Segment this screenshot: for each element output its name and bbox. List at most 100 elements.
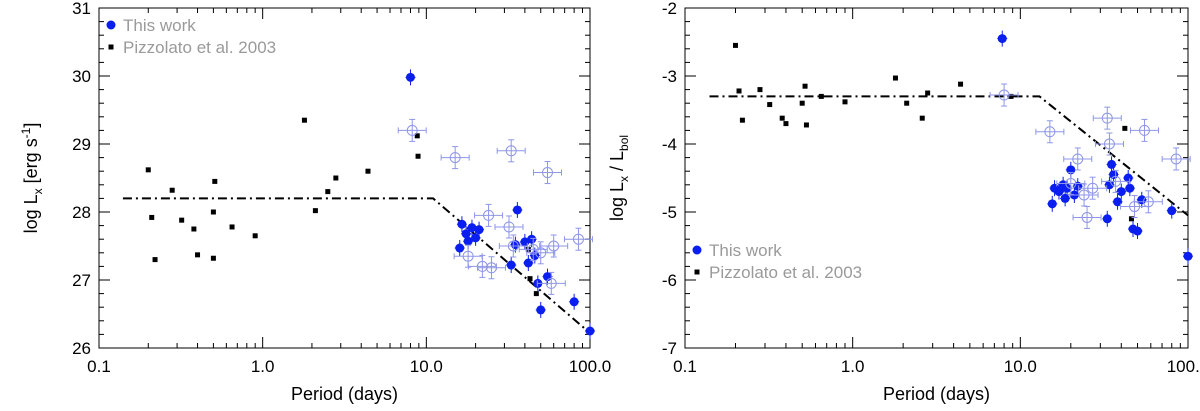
this-work-point bbox=[1054, 187, 1064, 197]
pizzolato-point bbox=[799, 100, 805, 106]
y-tick-label: -6 bbox=[662, 271, 677, 290]
y-tick-label: 27 bbox=[72, 271, 91, 290]
y-axis-label: log Lx / Lbol bbox=[607, 135, 631, 221]
y-tick-label: 26 bbox=[72, 339, 91, 358]
x-axis-label: Period (days) bbox=[291, 384, 398, 404]
pizzolato-point bbox=[818, 93, 824, 99]
legend-label-this-work: This work bbox=[709, 241, 782, 260]
this-work-open-point bbox=[483, 209, 495, 221]
this-work-point bbox=[474, 225, 484, 235]
pizzolato-point bbox=[783, 121, 789, 127]
pizzolato-point bbox=[892, 75, 898, 81]
y-tick-label: 29 bbox=[72, 135, 91, 154]
this-work-open-point bbox=[1078, 189, 1090, 201]
pizzolato-point bbox=[325, 189, 331, 195]
this-work-open-point bbox=[1142, 196, 1154, 208]
this-work-point bbox=[463, 236, 473, 246]
legend-label-pizzolato: Pizzolato et al. 2003 bbox=[123, 38, 276, 57]
pizzolato-point bbox=[842, 99, 848, 105]
x-tick-label: 10.0 bbox=[410, 357, 443, 376]
y-tick-label: -7 bbox=[662, 339, 677, 358]
pizzolato-point bbox=[312, 208, 318, 214]
pizzolato-point bbox=[904, 100, 910, 106]
this-work-open-point bbox=[1065, 177, 1077, 189]
pizzolato-point bbox=[252, 233, 258, 239]
legend-marker-this-work bbox=[692, 245, 702, 255]
this-work-open-point bbox=[1072, 153, 1084, 165]
y-label-mid: / L bbox=[607, 151, 627, 176]
this-work-point bbox=[457, 219, 467, 229]
this-work-open-point bbox=[507, 240, 519, 252]
this-work-point bbox=[455, 243, 465, 253]
this-work-open-point bbox=[1081, 211, 1093, 223]
this-work-open-point bbox=[998, 89, 1010, 101]
this-work-point bbox=[1102, 214, 1112, 224]
this-work-point bbox=[527, 234, 537, 244]
pizzolato-point bbox=[169, 187, 175, 193]
x-tick-label: 0.1 bbox=[87, 357, 111, 376]
this-work-open-point bbox=[1087, 182, 1099, 194]
this-work-point bbox=[1116, 187, 1126, 197]
this-work-point bbox=[471, 233, 481, 243]
this-work-point bbox=[1104, 180, 1114, 190]
y-tick-label: 28 bbox=[72, 203, 91, 222]
y-label-subscript-2: bol bbox=[617, 135, 631, 151]
pizzolato-point bbox=[533, 291, 539, 297]
x-tick-label: 0.1 bbox=[673, 357, 697, 376]
pizzolato-point bbox=[739, 117, 745, 123]
pizzolato-point bbox=[145, 167, 151, 173]
this-work-open-point bbox=[1101, 112, 1113, 124]
this-work-open-point bbox=[572, 233, 584, 245]
this-work-point bbox=[1107, 159, 1117, 169]
pizzolato-point bbox=[919, 115, 925, 121]
saturation-fit-line bbox=[122, 197, 591, 334]
y-tick-label: 31 bbox=[72, 0, 91, 18]
this-work-open-point bbox=[503, 221, 515, 233]
pizzolato-point bbox=[179, 217, 185, 223]
this-work-point bbox=[1060, 193, 1070, 203]
y-tick-label: -5 bbox=[662, 203, 677, 222]
this-work-open-point bbox=[535, 247, 547, 259]
pizzolato-point bbox=[757, 87, 763, 93]
this-work-open-point bbox=[1044, 126, 1056, 138]
x-tick-label: 1.0 bbox=[251, 357, 275, 376]
this-work-open-point bbox=[406, 124, 418, 136]
y-label-unit: [erg s bbox=[21, 138, 41, 188]
this-work-point bbox=[1123, 173, 1133, 183]
this-work-point bbox=[506, 260, 516, 270]
pizzolato-point bbox=[803, 122, 809, 128]
pizzolato-point bbox=[333, 175, 339, 181]
legend-label-pizzolato: Pizzolato et al. 2003 bbox=[709, 263, 862, 282]
this-work-point bbox=[1109, 170, 1119, 180]
x-tick-label: 1.0 bbox=[841, 357, 865, 376]
this-work-open-point bbox=[542, 167, 554, 179]
this-work-open-point bbox=[1170, 153, 1182, 165]
pizzolato-point bbox=[415, 153, 421, 159]
pizzolato-point bbox=[191, 226, 197, 232]
this-work-point bbox=[1113, 197, 1123, 207]
this-work-point bbox=[1183, 251, 1193, 261]
this-work-point bbox=[1133, 226, 1143, 236]
legend-marker-this-work bbox=[106, 20, 116, 30]
this-work-point bbox=[1167, 206, 1177, 216]
this-work-point bbox=[1125, 183, 1135, 193]
legend-label-this-work: This work bbox=[123, 16, 196, 35]
this-work-open-point bbox=[1110, 175, 1122, 187]
this-work-open-point bbox=[1138, 124, 1150, 136]
pizzolato-point bbox=[195, 252, 201, 258]
this-work-point bbox=[569, 297, 579, 307]
pizzolato-point bbox=[149, 214, 155, 220]
this-work-point bbox=[1062, 183, 1072, 193]
y-tick-label: -2 bbox=[662, 0, 677, 18]
this-work-point bbox=[405, 72, 415, 82]
left-chart-panel: 0.1 1.0 10.0 100.0 26 27 28 29 30 31 Period (days)… bbox=[19, 0, 611, 404]
this-work-open-point bbox=[1103, 138, 1115, 150]
pizzolato-point bbox=[958, 81, 964, 87]
pizzolato-point bbox=[229, 224, 235, 230]
pizzolato-point bbox=[210, 209, 216, 215]
y-tick-label: -3 bbox=[662, 67, 677, 86]
plot-frame bbox=[98, 7, 591, 349]
pizzolato-point bbox=[779, 115, 785, 121]
x-tick-label: 100.0 bbox=[569, 357, 612, 376]
